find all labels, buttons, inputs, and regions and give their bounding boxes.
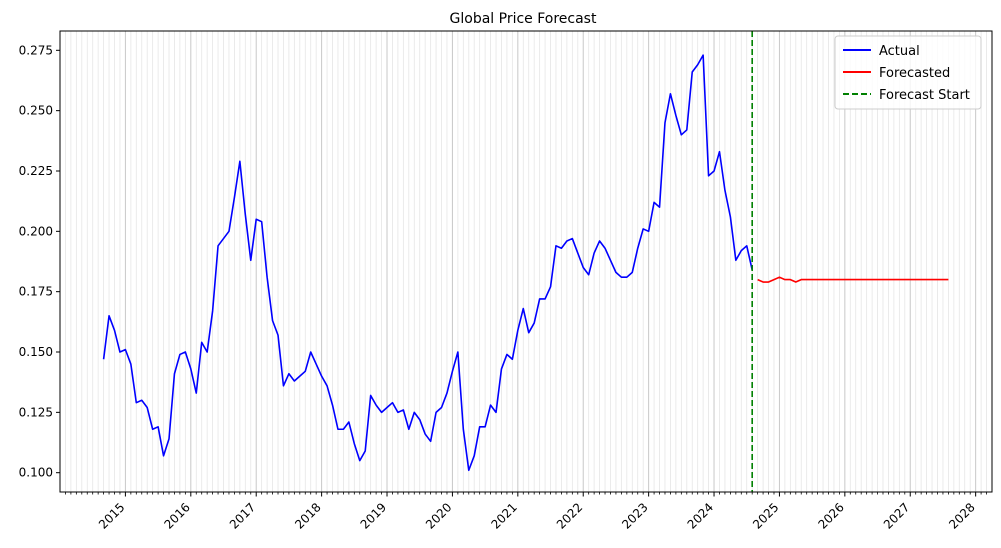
y-tick-label: 0.200 (19, 224, 53, 238)
y-tick-label: 0.125 (19, 405, 53, 419)
y-tick-label: 0.250 (19, 104, 53, 118)
y-tick-label: 0.275 (19, 43, 53, 57)
legend-label-forecast-start: Forecast Start (879, 88, 970, 103)
series-line-actual (102, 54, 753, 472)
y-tick-label: 0.100 (19, 466, 53, 480)
series-line-forecasted (757, 276, 949, 283)
y-tick-label: 0.175 (19, 285, 53, 299)
chart-title: Global Price Forecast (450, 11, 597, 27)
plot-frame (59, 30, 993, 493)
series-layer (102, 31, 949, 492)
legend: Actual Forecasted Forecast Start (834, 35, 982, 110)
legend-label-forecasted: Forecasted (879, 66, 950, 81)
legend-label-actual: Actual (879, 44, 920, 59)
y-tick-label: 0.150 (19, 345, 53, 359)
y-tick-label: 0.225 (19, 164, 53, 178)
grid-layer (65, 31, 987, 492)
legend-box (834, 35, 982, 110)
